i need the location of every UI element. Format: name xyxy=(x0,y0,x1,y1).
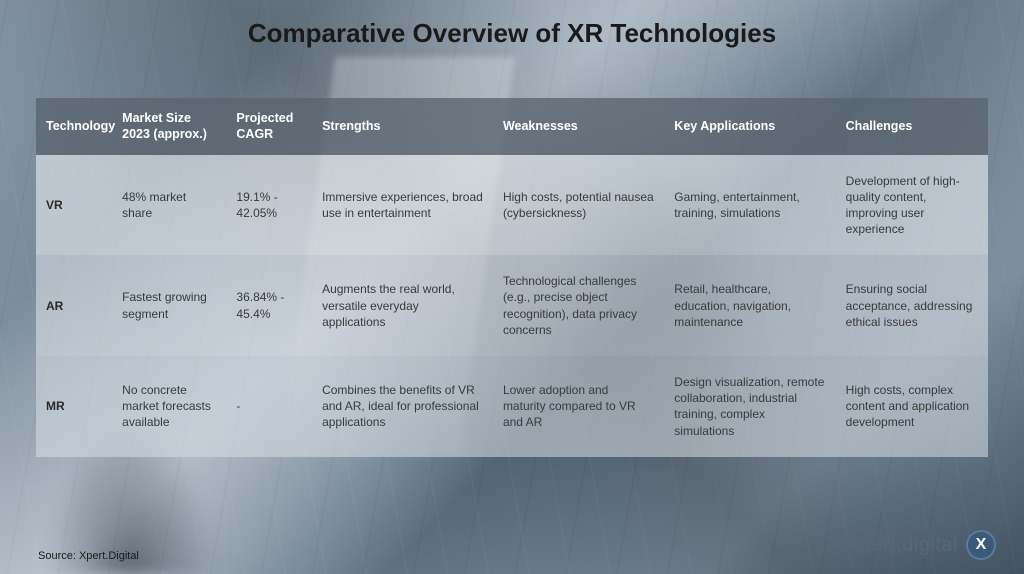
cell-market: Fastest growing segment xyxy=(112,255,226,356)
cell-cagr: - xyxy=(226,356,312,457)
cell-strengths: Augments the real world, versatile every… xyxy=(312,255,493,356)
cell-market: 48% market share xyxy=(112,155,226,256)
table-row: MR No concrete market forecasts availabl… xyxy=(36,356,988,457)
cell-cagr: 19.1% - 42.05% xyxy=(226,155,312,256)
cell-cagr: 36.84% - 45.4% xyxy=(226,255,312,356)
cell-weaknesses: High costs, potential nausea (cybersickn… xyxy=(493,155,664,256)
cell-challenges: Development of high-quality content, imp… xyxy=(836,155,988,256)
table-row: VR 48% market share 19.1% - 42.05% Immer… xyxy=(36,155,988,256)
brand-container: xpert.digital X xyxy=(849,530,996,560)
cell-strengths: Combines the benefits of VR and AR, idea… xyxy=(312,356,493,457)
cell-applications: Retail, healthcare, education, navigatio… xyxy=(664,255,835,356)
table-header-row: Technology Market Size 2023 (approx.) Pr… xyxy=(36,98,988,155)
col-header-challenges: Challenges xyxy=(836,98,988,155)
brand-text: xpert.digital xyxy=(849,534,958,557)
col-header-technology: Technology xyxy=(36,98,112,155)
brand-logo-icon: X xyxy=(966,530,996,560)
col-header-market-size: Market Size 2023 (approx.) xyxy=(112,98,226,155)
comparison-table-container: Technology Market Size 2023 (approx.) Pr… xyxy=(36,98,988,457)
cell-market: No concrete market forecasts available xyxy=(112,356,226,457)
comparison-table: Technology Market Size 2023 (approx.) Pr… xyxy=(36,98,988,457)
cell-challenges: High costs, complex content and applicat… xyxy=(836,356,988,457)
col-header-cagr: Projected CAGR xyxy=(226,98,312,155)
page-title: Comparative Overview of XR Technologies xyxy=(0,18,1024,49)
cell-weaknesses: Lower adoption and maturity compared to … xyxy=(493,356,664,457)
col-header-weaknesses: Weaknesses xyxy=(493,98,664,155)
cell-tech: MR xyxy=(36,356,112,457)
col-header-strengths: Strengths xyxy=(312,98,493,155)
cell-strengths: Immersive experiences, broad use in ente… xyxy=(312,155,493,256)
cell-applications: Design visualization, remote collaborati… xyxy=(664,356,835,457)
cell-tech: VR xyxy=(36,155,112,256)
cell-weaknesses: Technological challenges (e.g., precise … xyxy=(493,255,664,356)
cell-challenges: Ensuring social acceptance, addressing e… xyxy=(836,255,988,356)
cell-applications: Gaming, entertainment, training, simulat… xyxy=(664,155,835,256)
cell-tech: AR xyxy=(36,255,112,356)
source-attribution: Source: Xpert.Digital xyxy=(38,550,139,562)
col-header-applications: Key Applications xyxy=(664,98,835,155)
table-row: AR Fastest growing segment 36.84% - 45.4… xyxy=(36,255,988,356)
